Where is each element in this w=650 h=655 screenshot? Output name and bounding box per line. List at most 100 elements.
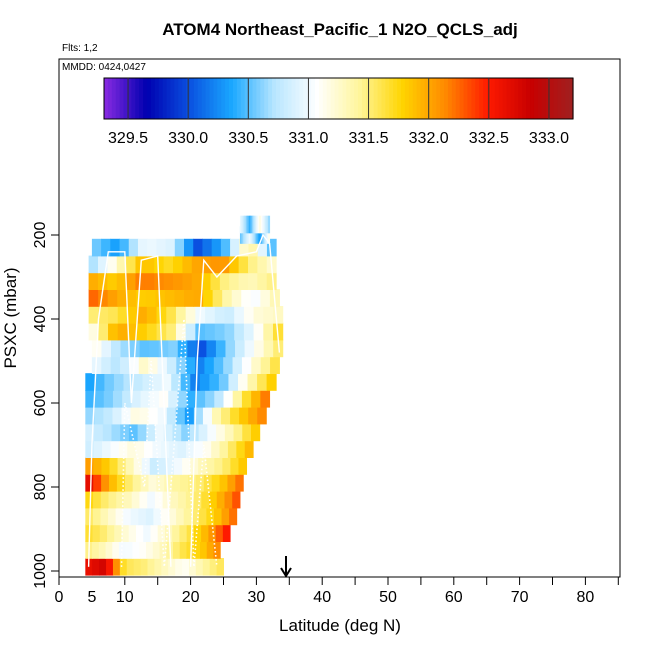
heatmap-cell	[239, 238, 249, 257]
heatmap-cell	[175, 306, 187, 324]
heatmap-cell	[118, 440, 128, 458]
heatmap-cell	[114, 524, 123, 542]
heatmap-cell	[123, 490, 133, 509]
colorbar-cell	[295, 78, 301, 119]
heatmap-cell	[137, 306, 148, 324]
colorbar-cell	[291, 78, 297, 119]
heatmap-cell	[146, 322, 158, 341]
heatmap-cell	[123, 373, 134, 391]
colorbar-cell	[303, 78, 308, 119]
colorbar-cell	[447, 78, 453, 119]
heatmap-cell	[115, 507, 124, 526]
heatmap-cell	[174, 238, 185, 257]
heatmap-cell	[158, 339, 169, 358]
heatmap-cell	[201, 524, 209, 542]
heatmap-cell	[199, 541, 208, 559]
heatmap-cell	[237, 373, 249, 391]
heatmap-cell	[257, 406, 267, 425]
colorbar-cell	[193, 78, 199, 119]
heatmap-cell	[265, 226, 268, 244]
heatmap-cell	[112, 406, 123, 425]
heatmap-cell	[208, 524, 217, 542]
heatmap-cell	[101, 238, 111, 257]
heatmap-cell	[211, 406, 222, 425]
heatmap-cell	[266, 238, 277, 257]
heatmap-cell	[94, 373, 105, 391]
colorbar-cell	[424, 78, 429, 119]
colorbar-cell	[545, 78, 551, 119]
heatmap-cell	[185, 490, 195, 509]
heatmap-cell	[97, 255, 108, 274]
heatmap-cell	[212, 289, 223, 307]
heatmap-cell	[209, 373, 220, 391]
heatmap-cell	[120, 356, 130, 374]
heatmap-cell	[175, 406, 186, 425]
heatmap-cell	[201, 272, 212, 290]
heatmap-cell	[257, 226, 260, 244]
heatmap-cell	[145, 507, 154, 526]
colorbar-cell	[213, 78, 218, 119]
heatmap-cell	[85, 457, 94, 475]
heatmap-cell	[98, 306, 109, 324]
heatmap-cell	[191, 255, 202, 274]
heatmap-cell	[121, 524, 130, 542]
date-label: MMDD: 0424,0427	[62, 62, 146, 73]
heatmap-cell	[161, 558, 169, 576]
heatmap-cell	[248, 406, 258, 425]
plot-frame	[58, 58, 621, 578]
heatmap-cell	[227, 474, 236, 492]
heatmap-cell	[147, 238, 157, 257]
heatmap-cell	[232, 390, 243, 408]
x-tick-label: 10	[116, 589, 134, 606]
heatmap-cell	[236, 440, 246, 458]
colorbar-cell	[463, 78, 469, 119]
heatmap-cell	[107, 524, 115, 542]
heatmap-cell	[124, 474, 134, 492]
colorbar-cell	[299, 78, 304, 119]
heatmap-cell	[245, 215, 248, 234]
heatmap-cell	[125, 457, 135, 475]
heatmap-cell	[193, 406, 204, 425]
heatmap-cell	[221, 406, 231, 425]
heatmap-cell	[230, 406, 240, 425]
x-tick-label: 70	[511, 589, 529, 606]
heatmap-cell	[173, 457, 183, 475]
heatmap-cell	[243, 322, 255, 341]
heatmap-cell	[85, 423, 95, 442]
heatmap-cell	[155, 289, 166, 307]
heatmap-cell	[262, 215, 265, 234]
heatmap-cell	[146, 306, 158, 324]
heatmap-cell	[166, 322, 177, 341]
colorbar-cell	[479, 78, 484, 119]
colorbar-cell	[553, 78, 558, 119]
heatmap-cell	[85, 390, 96, 408]
colorbar-tick-label: 332.0	[409, 130, 449, 147]
heatmap-cell	[117, 322, 128, 341]
colorbar-cell	[150, 78, 156, 119]
colorbar-ticks: 329.5 330.0 330.5 331.0 331.5 332.0 332.5 333.0	[108, 78, 569, 147]
colorbar-cell	[436, 78, 441, 119]
x-axis: 0 5 10 20 30 40 50 60 70 80	[55, 577, 619, 606]
heatmap-cell	[175, 322, 187, 341]
heatmap-cell	[230, 238, 240, 257]
heatmap-cell	[119, 541, 127, 559]
colorbar-cell	[240, 78, 246, 119]
heatmap-cell	[193, 238, 203, 257]
heatmap-cell	[98, 541, 107, 559]
heatmap-cell	[239, 215, 242, 234]
heatmap-cell	[156, 306, 167, 324]
heatmap-cell	[182, 255, 193, 274]
heatmap-cell	[266, 215, 269, 234]
heatmap-cell	[116, 272, 127, 290]
heatmap-cell	[173, 255, 183, 274]
heatmap-cell	[105, 541, 113, 559]
heatmap-cell	[250, 226, 253, 244]
heatmap-cell	[157, 406, 168, 425]
heatmap-cell	[230, 457, 239, 475]
colorbar-cell	[197, 78, 203, 119]
heatmap-cell	[144, 272, 155, 290]
heatmap-cell	[148, 356, 159, 374]
heatmap-cell	[191, 272, 202, 290]
heatmap-cell	[229, 507, 238, 526]
heatmap-cell	[232, 490, 241, 509]
